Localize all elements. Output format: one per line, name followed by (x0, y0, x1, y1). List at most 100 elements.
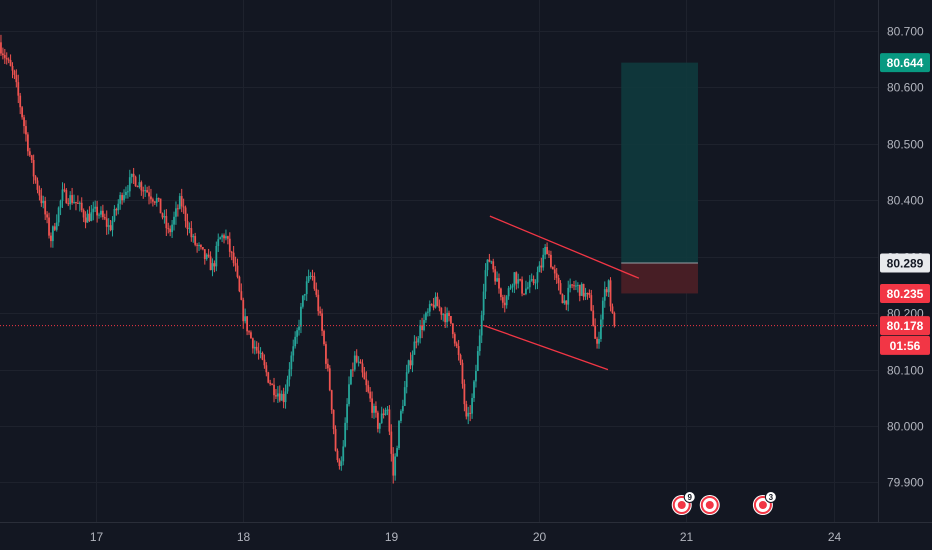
candle-body (478, 335, 481, 352)
candle-body (142, 190, 145, 192)
candle-body (69, 195, 72, 205)
trendline-upper[interactable] (489, 215, 640, 279)
candle-body (111, 220, 114, 231)
candle-body (194, 236, 197, 245)
candle-body (257, 350, 260, 354)
candle-body (98, 214, 100, 216)
price-tick-label: 80.100 (887, 364, 924, 378)
price-tick-label: 80.000 (887, 420, 924, 434)
candle-body (369, 391, 372, 399)
candle-body (146, 190, 149, 193)
candle-body (155, 198, 158, 203)
candle-body (486, 259, 489, 271)
candle-body (140, 182, 143, 191)
candle-body (357, 361, 360, 363)
candle-body (211, 263, 214, 271)
candle-body (94, 206, 97, 209)
candle-body (100, 210, 102, 215)
candle-body (61, 189, 64, 201)
candle-body (90, 212, 93, 221)
candle-body (180, 196, 183, 207)
candle-body (176, 208, 179, 210)
candle-body (350, 369, 352, 385)
candle-body (450, 315, 452, 324)
long-position-tool[interactable] (621, 62, 698, 294)
price-tick-label: 79.900 (887, 476, 924, 490)
candle-body (351, 369, 354, 371)
candle-body (305, 281, 308, 295)
candle-body (382, 413, 385, 416)
candle-body (230, 251, 233, 253)
candle-body (42, 200, 45, 204)
candle-body (601, 300, 604, 320)
candle-body (307, 276, 310, 282)
candle-body (603, 289, 606, 301)
candle-body (119, 195, 122, 204)
candle-body (178, 196, 181, 209)
candle-body (250, 332, 252, 339)
candle-body (451, 323, 454, 335)
candle-body (226, 236, 229, 239)
candle-body (542, 254, 545, 268)
profit-target-zone[interactable] (621, 62, 698, 263)
candle-body (273, 384, 275, 396)
candle-body (86, 213, 89, 223)
candle-body (315, 288, 318, 295)
candle-body (476, 351, 479, 372)
candle-body (555, 273, 558, 278)
event-marker-icon[interactable]: 3 (752, 491, 777, 516)
candle-body (228, 238, 231, 252)
candle-body (367, 385, 370, 392)
candle-body (473, 381, 475, 399)
candle-body (405, 372, 408, 388)
price-tick-label: 80.700 (887, 25, 924, 39)
candle-body (428, 304, 431, 312)
candle-body (463, 383, 466, 405)
trendline-lower[interactable] (483, 325, 609, 371)
candle-body (309, 275, 312, 277)
candle-body (198, 245, 200, 247)
candle-body (9, 60, 12, 66)
candle-body (582, 283, 585, 297)
candle-body (426, 311, 429, 313)
event-count-label: 3 (769, 493, 774, 502)
event-marker-icon[interactable] (699, 495, 720, 515)
price-badge-label: 80.289 (887, 256, 924, 270)
candle-body (373, 406, 375, 413)
event-marker-icon[interactable]: 9 (671, 491, 696, 516)
candle-body (188, 228, 191, 230)
candle-body (182, 206, 185, 208)
candle-body (76, 202, 79, 204)
candle-body (92, 208, 95, 213)
candle-body (442, 314, 445, 316)
price-tick-label: 80.600 (887, 81, 924, 95)
candle-body (576, 284, 579, 286)
candle-body (121, 195, 124, 201)
candle-body (225, 236, 227, 239)
candle-body (207, 254, 210, 257)
candle-body (138, 182, 141, 188)
candle-body (509, 287, 512, 289)
candle-body (584, 292, 587, 297)
time-tick-label: 21 (680, 530, 694, 544)
candle-body (525, 288, 527, 294)
candle-body (36, 180, 39, 190)
candle-body (3, 55, 6, 58)
candle-body (434, 296, 437, 308)
candle-body (234, 263, 237, 266)
candle-body (265, 365, 268, 373)
candle-body (271, 384, 273, 386)
candle-body (505, 296, 508, 306)
candle-body (221, 235, 223, 238)
candle-body (438, 306, 441, 308)
stop-loss-zone[interactable] (621, 262, 698, 294)
candle-body (423, 320, 425, 331)
trend-channel[interactable] (483, 215, 640, 371)
candle-body (109, 225, 112, 231)
candle-body (592, 310, 595, 326)
candle-body (55, 222, 58, 230)
candle-body (298, 326, 300, 331)
